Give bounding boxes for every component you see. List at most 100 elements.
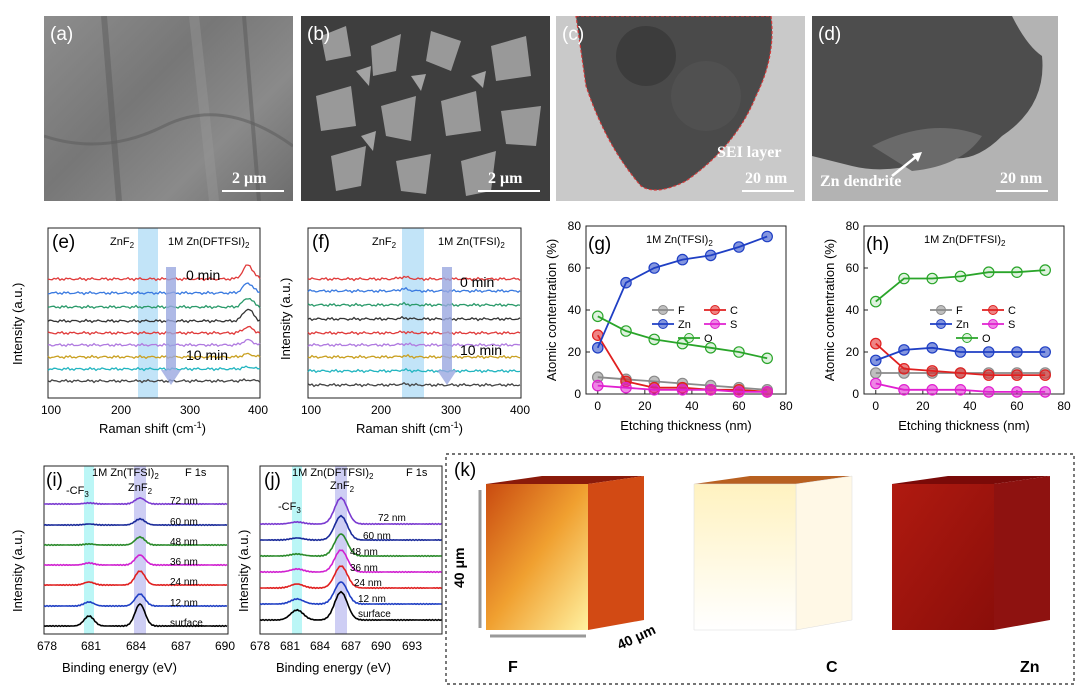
y-axis-label: Intensity (a.u.) xyxy=(10,283,25,365)
tem-particle xyxy=(575,16,773,191)
panel-label-d: (d) xyxy=(818,24,842,45)
time-end-label: 10 min xyxy=(460,342,502,358)
data-point-zn xyxy=(704,249,717,262)
y-tick-label: 20 xyxy=(846,345,860,359)
y-tick-label: 80 xyxy=(568,219,582,233)
svg-text:200: 200 xyxy=(371,403,391,417)
chart-title: 1M Zn(TFSI)2 xyxy=(646,234,713,248)
legend-marker-zn xyxy=(936,319,946,329)
znf2-band xyxy=(134,466,146,634)
tem-image-d xyxy=(812,16,1058,201)
spectrum-trace xyxy=(43,517,228,527)
y-tick-label: 60 xyxy=(568,261,582,275)
svg-text:100: 100 xyxy=(41,403,61,417)
spectrum-trace xyxy=(47,378,261,384)
data-point-s xyxy=(898,384,910,396)
spectrum-trace xyxy=(259,533,442,558)
panel-label: (i) xyxy=(46,470,63,491)
spectrum-trace xyxy=(47,264,261,282)
cube-c xyxy=(693,475,853,631)
svg-text:surface: surface xyxy=(170,618,203,629)
xps-panel-j: (j) 1M Zn(DFTFSI)2 F 1s -CF3 ZnF2 72 nm … xyxy=(236,465,443,675)
xps-spectra xyxy=(259,496,442,622)
legend-marker-o xyxy=(684,333,694,343)
raman-panel-f: (f) ZnF2 1M Zn(TFSI)2 0 min 10 min Inten… xyxy=(278,227,530,436)
y-axis-label: Intensity (a.u.) xyxy=(278,278,293,360)
legend-label-f: F xyxy=(678,305,685,317)
data-point-o xyxy=(926,272,939,285)
electrolyte-label: 1M Zn(TFSI)2 xyxy=(438,236,505,250)
data-point-zn xyxy=(926,342,939,354)
svg-text:400: 400 xyxy=(248,403,268,417)
cube-zn xyxy=(892,476,1050,630)
data-point-c xyxy=(869,337,882,350)
legend-label-o: O xyxy=(704,333,713,345)
raman-spectra xyxy=(307,275,521,388)
x-tick-label: 40 xyxy=(963,399,977,413)
data-point-zn xyxy=(982,346,995,358)
svg-text:693: 693 xyxy=(402,639,422,653)
data-point-zn xyxy=(954,346,967,358)
data-point-o xyxy=(869,295,882,308)
sem-texture xyxy=(44,16,293,201)
y-axis-label: Atomic contentration (%) xyxy=(544,239,559,381)
data-point-s xyxy=(926,384,939,396)
y-tick-label: 0 xyxy=(574,387,581,401)
svg-text:24 nm: 24 nm xyxy=(170,577,198,588)
svg-text:300: 300 xyxy=(180,403,200,417)
svg-text:300: 300 xyxy=(441,403,461,417)
x-axis-label: Etching thickness (nm) xyxy=(898,418,1030,433)
data-point-c xyxy=(1039,369,1051,381)
spectrum-trace xyxy=(259,565,442,590)
y-tick-label: 40 xyxy=(846,303,860,317)
x-tick-label: 40 xyxy=(685,399,699,413)
panel-label: (j) xyxy=(264,470,281,491)
spectrum-trace xyxy=(43,570,228,587)
data-point-o xyxy=(704,342,717,354)
y-axis-label: Intensity (a.u.) xyxy=(10,530,25,612)
data-point-o xyxy=(982,266,995,278)
dimension-label-vertical: 40 μm xyxy=(451,548,467,588)
legend-label-f: F xyxy=(956,305,963,317)
zn-dendrite-annotation: Zn dendrite xyxy=(820,173,902,190)
legend-label-c: C xyxy=(730,305,738,317)
spectrum-trace xyxy=(259,514,442,542)
spectrum-trace xyxy=(307,330,521,336)
data-point-s xyxy=(676,384,689,396)
svg-text:100: 100 xyxy=(301,403,321,417)
data-point-s xyxy=(1011,386,1023,398)
legend-label-s: S xyxy=(1008,319,1015,331)
panel-label: (k) xyxy=(454,460,476,481)
panel-label: (g) xyxy=(588,234,611,255)
x-tick-labels: 678 681 684 687 690 xyxy=(37,639,235,653)
znf2-band xyxy=(402,228,424,398)
panel-label-c: (c) xyxy=(562,24,585,45)
x-tick-labels: 100 200 300 400 xyxy=(41,403,268,417)
spectrum-trace xyxy=(307,367,521,374)
legend-marker-f xyxy=(936,305,946,315)
svg-text:687: 687 xyxy=(171,639,191,653)
x-tick-label: 80 xyxy=(1057,399,1071,413)
spectrum-trace xyxy=(43,554,228,567)
x-axis-label: Binding energy (eV) xyxy=(276,660,391,675)
data-point-o xyxy=(898,272,910,285)
panel-frame xyxy=(445,453,1075,685)
raman-spectra xyxy=(47,264,261,384)
time-arrow-icon xyxy=(437,267,457,385)
data-point-zn xyxy=(1011,346,1023,358)
spectrum-trace xyxy=(47,338,261,348)
dimension-label-horizontal: 40 μm xyxy=(615,621,658,653)
svg-text:690: 690 xyxy=(215,639,235,653)
legend-marker-s xyxy=(988,319,998,329)
spectrum-trace xyxy=(307,275,521,282)
legend-marker-zn xyxy=(658,319,668,329)
y-tick-label: 0 xyxy=(852,387,859,401)
y-tick-label: 80 xyxy=(846,219,860,233)
svg-text:690: 690 xyxy=(371,639,391,653)
spectrum-trace xyxy=(307,286,521,294)
plot-frame xyxy=(43,465,229,635)
xps-spectra xyxy=(43,496,228,628)
spectrum-trace xyxy=(44,496,228,506)
data-point-o xyxy=(1039,264,1051,276)
raman-panel-e: (e) ZnF2 1M Zn(DFTFSI)2 0 min 10 min Int… xyxy=(10,227,268,436)
